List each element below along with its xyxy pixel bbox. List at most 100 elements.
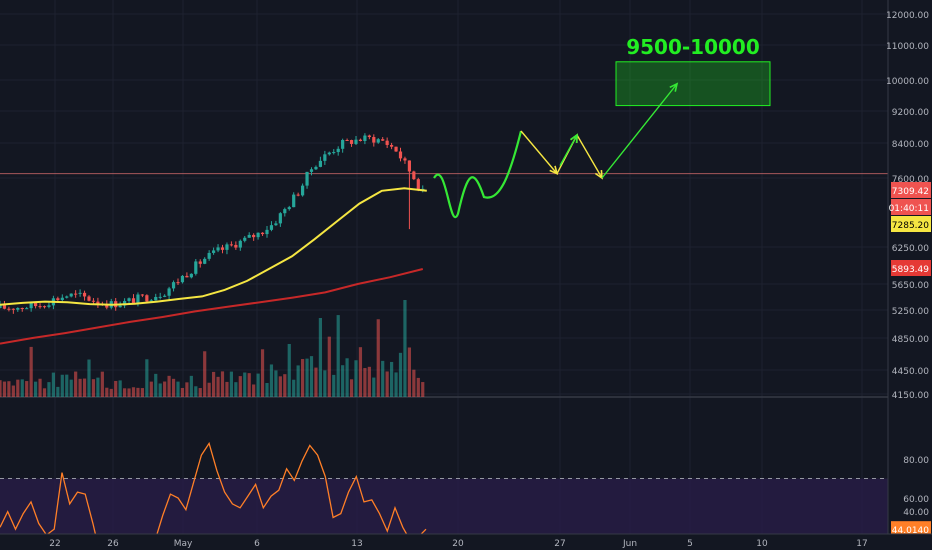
candle-body	[385, 140, 389, 145]
candle-body	[0, 304, 2, 309]
price-tick-label: 7600.00	[892, 175, 929, 185]
volume-bar	[407, 347, 411, 397]
candle-body	[318, 160, 322, 167]
volume-bar	[123, 388, 127, 397]
candle-body	[158, 296, 162, 298]
candle-body	[118, 305, 122, 308]
candle-body	[412, 171, 416, 180]
candle-body	[131, 298, 136, 304]
candle-body	[376, 139, 380, 143]
price-tick-label: 10000.00	[886, 77, 929, 87]
volume-bar	[167, 375, 171, 397]
volume-bar	[20, 379, 24, 397]
time-tick-label: 10	[756, 539, 768, 549]
candle-body	[256, 232, 260, 238]
candle-body	[283, 209, 287, 214]
candle-body	[78, 292, 82, 294]
volume-bar	[278, 376, 282, 397]
candle-body	[274, 223, 278, 226]
volume-bar	[323, 370, 327, 397]
candle-body	[252, 234, 256, 238]
time-tick-label: 26	[107, 539, 119, 549]
volume-bar	[136, 387, 140, 397]
price-tag	[891, 182, 931, 198]
candle-body	[180, 275, 185, 283]
projection-zigzag-yellow	[576, 134, 603, 179]
price-tick-label: 8400.00	[892, 140, 929, 150]
volume-bar	[198, 388, 202, 397]
candle-body	[74, 293, 78, 295]
price-tag	[891, 216, 931, 232]
volume-bar	[269, 364, 274, 397]
volume-bar	[38, 378, 42, 397]
projection-zigzag-yellow	[520, 130, 558, 175]
volume-bar	[131, 387, 136, 397]
volume-bar	[349, 379, 354, 397]
candle-body	[176, 282, 180, 284]
rsi-tick-label: 80.00	[903, 456, 929, 466]
price-tag-label: 5893.49	[892, 265, 929, 275]
candle-body	[2, 304, 7, 309]
moving-averages	[0, 187, 427, 345]
time-tick-label: 17	[856, 539, 867, 549]
candle-body	[56, 298, 60, 300]
candle-body	[20, 308, 24, 310]
volume-bar	[127, 388, 131, 397]
moving-average-red	[0, 268, 424, 345]
volume-bar	[78, 378, 82, 397]
volume-bar	[109, 388, 113, 397]
volume-bar	[82, 378, 87, 397]
candle-body	[358, 139, 363, 142]
candle-body	[198, 261, 202, 264]
volume-bar	[216, 376, 220, 397]
candle-body	[38, 306, 42, 308]
time-tick-label: May	[174, 539, 193, 549]
volume-bar	[56, 386, 60, 397]
volume-bar	[376, 319, 380, 397]
candle-body	[145, 295, 149, 302]
price-tick-label: 9200.00	[892, 108, 929, 118]
candle-body	[314, 166, 318, 170]
candle-body	[82, 292, 87, 297]
candle-body	[60, 297, 64, 300]
candle-body	[292, 194, 296, 208]
candle-body	[278, 213, 282, 224]
price-tag-label: 7309.42	[892, 187, 929, 197]
candle-body	[154, 296, 158, 301]
candle-body	[220, 247, 225, 250]
candle-body	[345, 140, 349, 142]
volume-bar	[287, 343, 291, 397]
candle-body	[136, 294, 140, 304]
volume-bar	[381, 360, 385, 397]
candle-body	[243, 237, 247, 241]
volume-bar	[318, 318, 322, 397]
volume-bar	[100, 371, 104, 397]
volume-bar	[314, 367, 318, 397]
candle-body	[349, 140, 354, 144]
volume-bar	[367, 366, 371, 397]
volume-bar	[283, 374, 287, 397]
candle-body	[225, 244, 229, 250]
candle-body	[91, 300, 96, 302]
volume-bar	[416, 377, 420, 397]
moving-average-yellow	[0, 187, 427, 306]
time-tick-label: Jun	[622, 539, 637, 549]
candle-body	[367, 135, 371, 138]
rsi-tick-label: 40.00	[903, 508, 929, 518]
volume-bar	[345, 358, 349, 397]
candle-body	[25, 308, 29, 310]
volume-bar	[114, 380, 118, 397]
candle-body	[171, 282, 176, 289]
time-axis-bg	[0, 534, 932, 550]
candle-body	[403, 158, 407, 161]
candle-body	[269, 225, 274, 230]
candle-body	[149, 300, 153, 302]
price-tick-label: 4150.00	[892, 391, 929, 401]
candle-body	[65, 296, 69, 298]
volume-bar	[171, 378, 176, 397]
volume-bar	[332, 374, 336, 397]
volume-bar	[403, 300, 407, 397]
candle-body	[11, 308, 15, 310]
